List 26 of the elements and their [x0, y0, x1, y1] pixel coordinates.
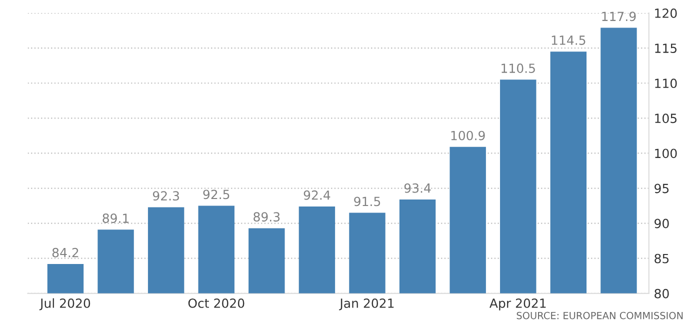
x-tick-label: Jul 2020 — [39, 298, 90, 310]
data-label: 92.4 — [304, 190, 330, 200]
data-label: 92.3 — [152, 191, 179, 201]
data-label: 100.9 — [451, 130, 485, 140]
data-label: 91.5 — [354, 196, 380, 206]
data-label: 117.9 — [602, 12, 636, 22]
data-label: 110.5 — [502, 64, 535, 73]
data-label: 89.3 — [254, 212, 280, 222]
y-tick-label: 90 — [654, 218, 669, 228]
data-label: 92.5 — [203, 190, 230, 200]
y-tick-label: 100 — [655, 148, 677, 158]
source-note: SOURCE: EUROPEAN COMMISSION — [516, 312, 683, 320]
x-tick-label: Oct 2020 — [188, 298, 244, 308]
y-tick-label: 110 — [655, 78, 677, 88]
y-tick-label: 105 — [655, 114, 677, 124]
data-label: 93.4 — [404, 183, 431, 193]
x-tick-label: Jan 2021 — [339, 298, 394, 310]
y-tick-label: 85 — [654, 254, 669, 264]
data-label: 114.5 — [552, 36, 586, 45]
y-tick-label: 95 — [654, 184, 669, 194]
y-tick-label: 115 — [655, 44, 677, 54]
y-tick-label: 80 — [654, 288, 669, 298]
x-tick-label: Apr 2021 — [490, 298, 546, 310]
data-label: 89.1 — [102, 214, 129, 223]
y-tick-label: 120 — [655, 8, 677, 18]
data-label: 84.2 — [52, 248, 78, 258]
